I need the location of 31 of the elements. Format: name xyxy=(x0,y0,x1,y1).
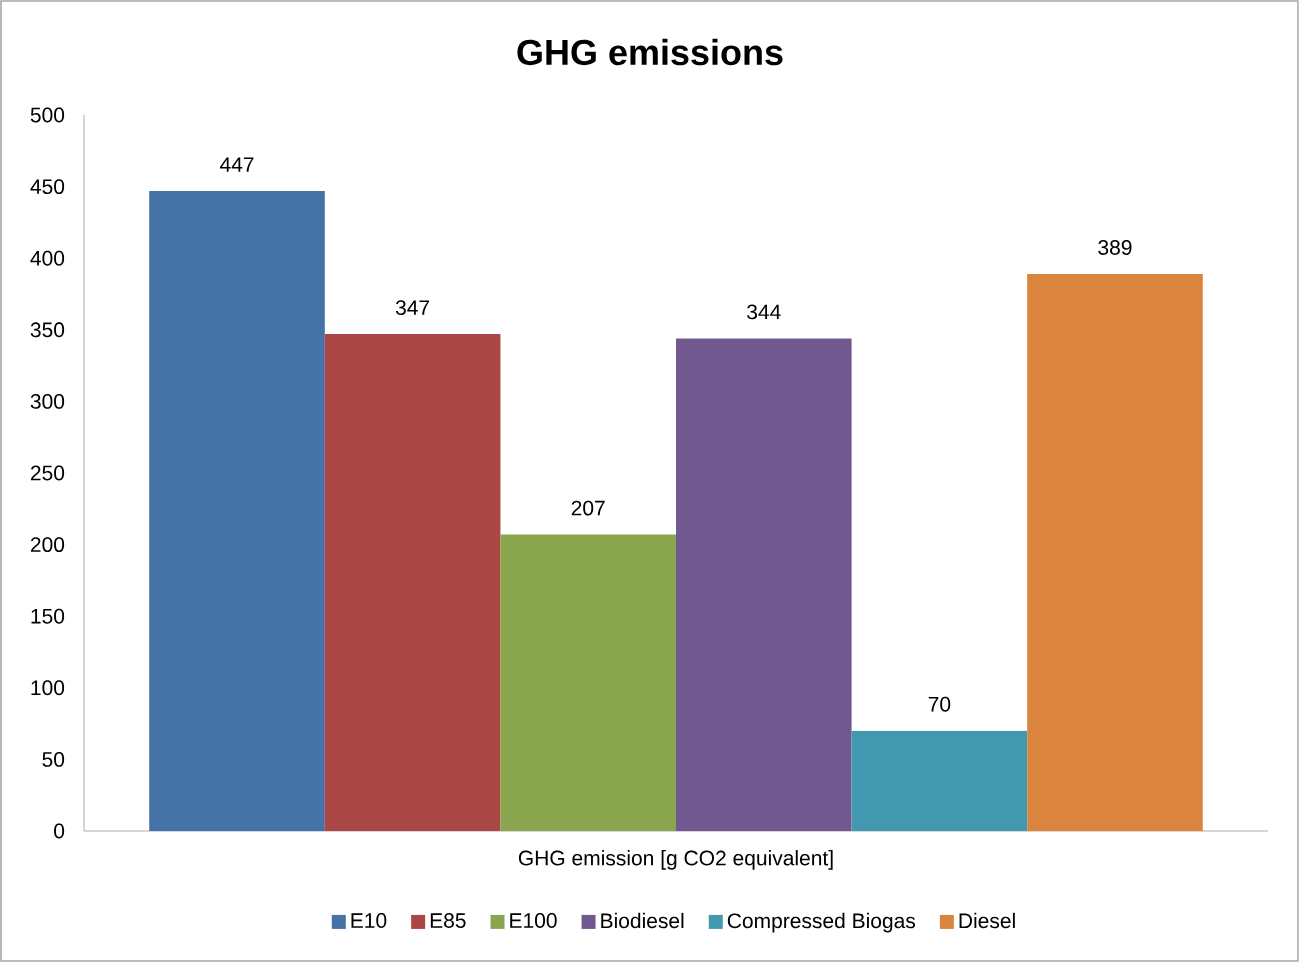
y-tick-label: 500 xyxy=(30,107,65,123)
data-label: 344 xyxy=(747,304,781,320)
legend-label: E100 xyxy=(510,913,557,928)
y-tick-label: 350 xyxy=(30,322,65,338)
legend-label: E85 xyxy=(430,913,466,928)
data-label: 207 xyxy=(571,500,605,516)
x-tick-label: GHG emission [g CO2 equivalent] xyxy=(518,850,833,870)
data-label: 389 xyxy=(1098,240,1132,255)
data-label: 447 xyxy=(219,157,254,172)
chart-title: GHG emissions xyxy=(517,38,783,66)
legend-label: Biodiesel xyxy=(601,912,684,929)
y-tick-label: 300 xyxy=(30,393,65,409)
bar xyxy=(149,190,325,831)
bar xyxy=(1027,273,1203,831)
y-tick-label: 100 xyxy=(31,680,65,696)
y-tick-label: 200 xyxy=(30,537,65,553)
bar xyxy=(324,334,501,831)
data-label: 347 xyxy=(395,300,430,316)
y-tick-label: 450 xyxy=(30,179,65,195)
y-tick-label: 400 xyxy=(30,250,65,266)
legend-label: Diesel xyxy=(959,912,1015,929)
y-tick-label: 250 xyxy=(30,465,65,481)
data-label: 70 xyxy=(928,696,951,712)
y-tick-label: 150 xyxy=(31,608,65,624)
y-tick-label: 0 xyxy=(54,823,65,839)
bar xyxy=(676,338,852,831)
legend-label: Compressed Biogas xyxy=(727,912,916,933)
bar xyxy=(500,534,677,831)
bar xyxy=(851,730,1028,831)
y-tick-label: 50 xyxy=(42,751,65,767)
legend-label: E10 xyxy=(351,913,387,928)
